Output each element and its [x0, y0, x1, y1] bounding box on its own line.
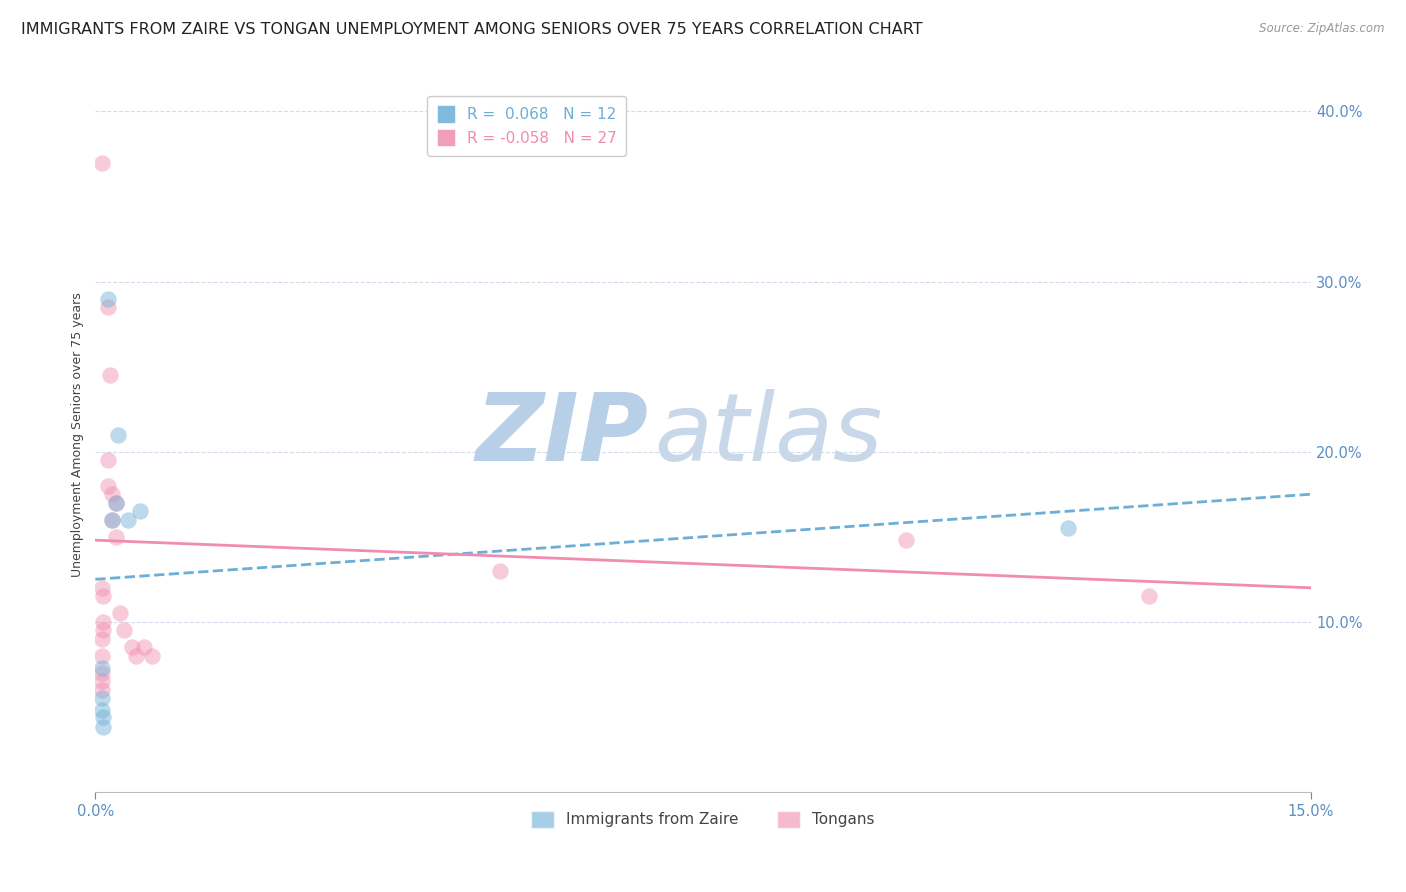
Point [90, 682, 112, 697]
Text: ZIP: ZIP [475, 389, 648, 481]
Point [96, 292, 118, 306]
Y-axis label: Unemployment Among Seniors over 75 years: Unemployment Among Seniors over 75 years [72, 293, 84, 577]
Point [98, 368, 121, 383]
Point [107, 427, 129, 442]
Text: atlas: atlas [654, 389, 883, 480]
Text: Source: ZipAtlas.com: Source: ZipAtlas.com [1260, 22, 1385, 36]
Text: IMMIGRANTS FROM ZAIRE VS TONGAN UNEMPLOYMENT AMONG SENIORS OVER 75 YEARS CORRELA: IMMIGRANTS FROM ZAIRE VS TONGAN UNEMPLOY… [21, 22, 922, 37]
Point [121, 640, 143, 655]
Point [100, 487, 122, 501]
Point [96, 453, 118, 467]
Point [90, 674, 112, 689]
Point [104, 496, 127, 510]
Point [90, 691, 112, 706]
Point [93, 624, 115, 638]
Point [90, 632, 112, 646]
Point [117, 513, 139, 527]
Point [96, 300, 118, 314]
Point [104, 530, 127, 544]
Legend: Immigrants from Zaire, Tongans: Immigrants from Zaire, Tongans [526, 805, 882, 834]
Point [100, 513, 122, 527]
Point [1137, 590, 1160, 604]
Point [90, 155, 112, 169]
Point [90, 661, 112, 675]
Point [894, 533, 917, 548]
Point [129, 504, 152, 518]
Point [90, 648, 112, 663]
Point [96, 479, 118, 493]
Point [93, 720, 115, 734]
Point [93, 590, 115, 604]
Point [132, 640, 155, 655]
Point [108, 607, 131, 621]
Point [112, 624, 135, 638]
Point [104, 496, 127, 510]
Point [90, 581, 112, 595]
Point [100, 513, 122, 527]
Point [93, 615, 115, 629]
Point [1056, 521, 1078, 535]
Point [93, 710, 115, 724]
Point [90, 703, 112, 717]
Point [125, 648, 148, 663]
Point [141, 648, 163, 663]
Point [489, 564, 512, 578]
Point [90, 665, 112, 680]
